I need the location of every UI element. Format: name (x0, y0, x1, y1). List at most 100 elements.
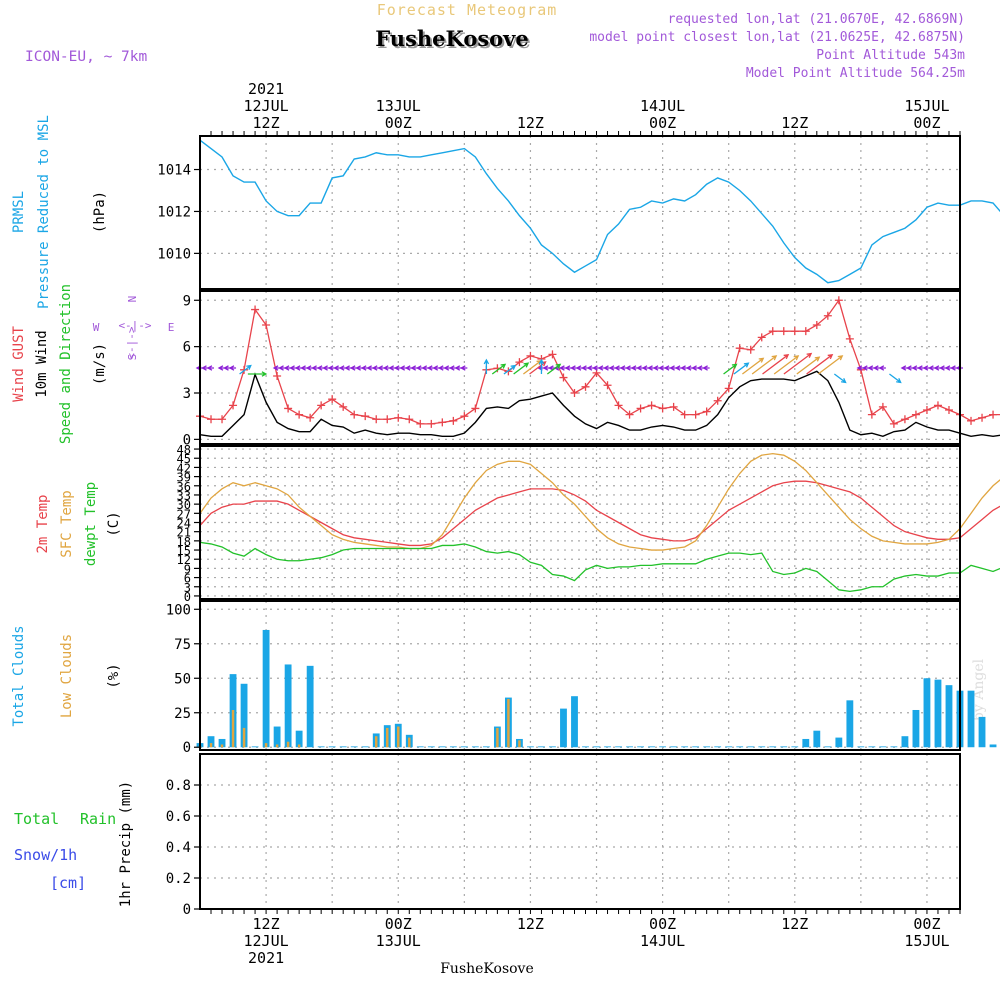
gust-marker (350, 410, 359, 419)
y-tick-label: 1014 (157, 163, 191, 179)
gust-marker (383, 415, 392, 424)
bar-total-clouds (615, 746, 622, 748)
gust-marker (218, 415, 227, 424)
gust-marker (944, 406, 953, 414)
gust-marker (724, 384, 733, 393)
precip-total-label: Total (14, 810, 59, 828)
gust-marker (735, 344, 744, 353)
y-tick-label: 18 (177, 535, 191, 549)
bar-low-clouds (286, 741, 290, 748)
bar-total-clouds (593, 746, 600, 748)
bar-total-clouds (482, 746, 490, 748)
y-tick-label: 9 (183, 293, 191, 309)
time-label-bottom: 00Z (649, 915, 676, 933)
bar-total-clouds (637, 746, 644, 748)
gust-marker (768, 327, 777, 336)
time-label-top: 12JUL (244, 97, 289, 115)
bar-total-clouds (648, 746, 656, 748)
gust-marker (559, 373, 568, 382)
gust-marker (757, 333, 766, 342)
gust-marker (317, 401, 326, 410)
wind-direction-arrow (889, 373, 902, 384)
series-line-prmsl (199, 139, 1000, 284)
bar-total-clouds (328, 746, 336, 748)
y-tick-label: 0.8 (166, 778, 191, 794)
time-label-bottom: 12Z (253, 915, 280, 933)
bar-total-clouds (626, 746, 633, 748)
bar-total-clouds (582, 746, 589, 748)
time-label-top: 00Z (913, 114, 940, 132)
data-layer (195, 139, 1000, 910)
compass-w: W (93, 321, 100, 334)
bar-low-clouds (375, 736, 378, 748)
bar-total-clouds (670, 746, 678, 748)
wind-direction-arrow (833, 373, 847, 384)
bar-low-clouds (231, 709, 235, 748)
bar-total-clouds (978, 716, 986, 748)
panel-axis-label: 2m Temp (35, 494, 51, 553)
bar-low-clouds (397, 726, 400, 748)
gust-marker (989, 410, 998, 419)
time-label-bottom: 13JUL (376, 932, 421, 950)
time-label-top: 13JUL (376, 97, 421, 115)
gust-marker (790, 327, 799, 336)
y-tick-label: 36 (177, 480, 191, 494)
bar-total-clouds (967, 690, 975, 748)
gust-marker (636, 404, 645, 413)
y-tick-label: 0 (183, 902, 191, 918)
gust-marker (427, 419, 436, 428)
frames-layer (194, 131, 961, 914)
bar-total-clouds (769, 746, 777, 748)
bar-total-clouds (824, 746, 832, 748)
gust-marker (900, 415, 909, 424)
gust-marker (867, 410, 876, 419)
bar-low-clouds (275, 744, 279, 748)
bar-total-clouds (725, 746, 733, 748)
gust-marker (614, 401, 623, 410)
gust-marker (416, 419, 425, 428)
panel-axis-label: Total Clouds (11, 625, 27, 726)
y-tick-label: 48 (177, 443, 191, 457)
precip-axis-label: 1hr Precip (mm) (118, 781, 134, 907)
gust-marker (405, 415, 414, 424)
time-label-bottom: 2021 (248, 949, 284, 967)
bar-total-clouds (207, 736, 215, 748)
gust-marker (922, 406, 931, 414)
gust-marker (394, 413, 403, 422)
compass-s: S (126, 354, 139, 361)
gust-marker (878, 402, 887, 411)
wind-direction-arrow (742, 357, 765, 375)
y-tick-label: 6 (184, 572, 191, 586)
gust-marker (471, 404, 480, 413)
bar-total-clouds (273, 726, 281, 748)
time-label-top: 12Z (253, 114, 280, 132)
time-label-top: 14JUL (640, 97, 685, 115)
gust-marker (647, 401, 656, 410)
time-label-top: 12Z (781, 114, 808, 132)
panel-axis-label: (hPa) (92, 191, 108, 233)
time-label-bottom: 00Z (385, 915, 412, 933)
panel-frame-precip (199, 753, 961, 910)
y-tick-label: 0.6 (166, 809, 191, 825)
bar-total-clouds (901, 736, 909, 748)
time-label-bottom: 00Z (913, 915, 940, 933)
time-label-top: 12Z (517, 114, 544, 132)
gust-marker (669, 402, 678, 411)
compass-arrows: <-|-> (118, 319, 151, 332)
wind-direction-arrow (206, 365, 215, 371)
gust-marker (284, 404, 293, 413)
bar-total-clouds (416, 746, 424, 748)
wind-direction-arrow (878, 365, 886, 371)
bar-total-clouds (295, 730, 303, 748)
wind-direction-arrow (796, 356, 821, 375)
model-label: ICON-EU, ~ 7km (25, 49, 147, 65)
bar-total-clouds (306, 665, 314, 748)
panel-axis-label: PRMSL (11, 191, 27, 233)
wind-direction-arrow (247, 371, 268, 377)
time-label-bottom: 12JUL (244, 932, 289, 950)
gust-marker (746, 345, 755, 354)
gust-marker (658, 404, 667, 413)
bar-low-clouds (496, 727, 499, 748)
gust-marker (812, 321, 821, 329)
time-label-top: 00Z (385, 114, 412, 132)
